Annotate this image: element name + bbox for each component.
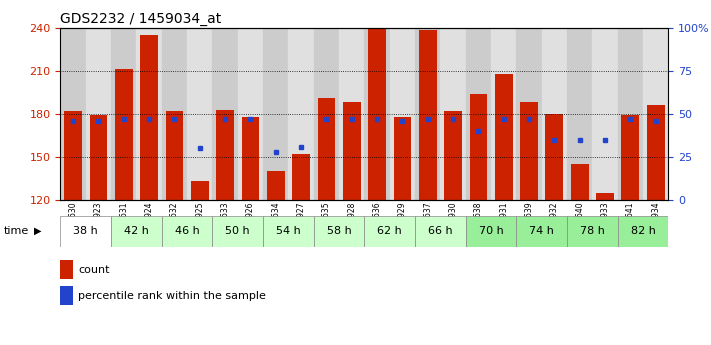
Text: 54 h: 54 h: [276, 226, 301, 236]
Bar: [166, 111, 183, 200]
Text: 70 h: 70 h: [479, 226, 503, 236]
Bar: [162, 28, 187, 200]
Text: 78 h: 78 h: [580, 226, 605, 236]
Text: count: count: [78, 265, 109, 275]
Bar: [213, 216, 263, 247]
Bar: [592, 28, 618, 200]
Bar: [466, 216, 516, 247]
Bar: [314, 28, 339, 200]
Bar: [318, 98, 336, 200]
Bar: [621, 115, 639, 200]
Bar: [213, 28, 237, 200]
Text: 66 h: 66 h: [428, 226, 453, 236]
Bar: [237, 28, 263, 200]
Bar: [339, 28, 365, 200]
Text: 50 h: 50 h: [225, 226, 250, 236]
Bar: [545, 114, 563, 200]
Bar: [542, 28, 567, 200]
Bar: [571, 164, 589, 200]
Bar: [415, 216, 466, 247]
Bar: [292, 154, 310, 200]
Text: 82 h: 82 h: [631, 226, 656, 236]
Bar: [314, 216, 364, 247]
Text: 62 h: 62 h: [378, 226, 402, 236]
Bar: [618, 216, 668, 247]
Bar: [115, 69, 133, 200]
Bar: [368, 28, 386, 200]
Bar: [343, 102, 360, 200]
Text: percentile rank within the sample: percentile rank within the sample: [78, 291, 266, 301]
Bar: [415, 28, 440, 200]
Bar: [64, 111, 82, 200]
Bar: [643, 28, 668, 200]
Bar: [191, 181, 208, 200]
Bar: [516, 216, 567, 247]
Bar: [440, 28, 466, 200]
Bar: [364, 216, 415, 247]
Bar: [444, 111, 462, 200]
Bar: [466, 28, 491, 200]
Text: GDS2232 / 1459034_at: GDS2232 / 1459034_at: [60, 12, 222, 26]
Bar: [618, 28, 643, 200]
Text: 58 h: 58 h: [326, 226, 351, 236]
Bar: [596, 193, 614, 200]
Bar: [393, 117, 411, 200]
Bar: [567, 28, 592, 200]
Text: ▶: ▶: [34, 226, 42, 236]
Text: 42 h: 42 h: [124, 226, 149, 236]
Bar: [216, 110, 234, 200]
Bar: [60, 216, 111, 247]
Bar: [289, 28, 314, 200]
Bar: [60, 28, 86, 200]
Text: time: time: [4, 226, 29, 236]
Bar: [419, 30, 437, 200]
Bar: [187, 28, 213, 200]
Bar: [647, 105, 665, 200]
Bar: [86, 28, 111, 200]
Bar: [111, 216, 162, 247]
Text: 74 h: 74 h: [529, 226, 554, 236]
Bar: [90, 115, 107, 200]
Bar: [137, 28, 162, 200]
Bar: [263, 216, 314, 247]
Bar: [111, 28, 137, 200]
Bar: [242, 117, 260, 200]
Bar: [491, 28, 516, 200]
Bar: [263, 28, 289, 200]
Bar: [567, 216, 618, 247]
Bar: [267, 171, 284, 200]
Text: 46 h: 46 h: [175, 226, 200, 236]
Bar: [520, 102, 538, 200]
Bar: [516, 28, 542, 200]
Text: 38 h: 38 h: [73, 226, 98, 236]
Bar: [140, 35, 158, 200]
Bar: [364, 28, 390, 200]
Bar: [495, 73, 513, 200]
Bar: [390, 28, 415, 200]
Bar: [469, 94, 487, 200]
Bar: [162, 216, 213, 247]
